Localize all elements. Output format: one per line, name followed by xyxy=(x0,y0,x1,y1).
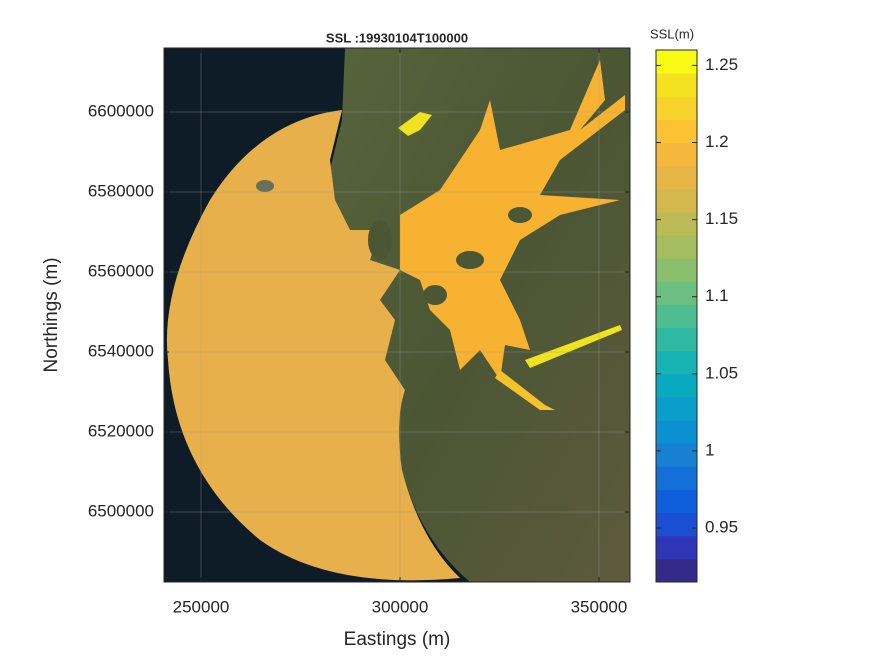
y-tick-label: 6600000 xyxy=(88,101,154,120)
map-image xyxy=(164,48,630,582)
colorbar-tick-label: 1.25 xyxy=(705,55,738,74)
colorbar-band xyxy=(656,396,697,421)
y-tick-label: 6580000 xyxy=(88,181,154,200)
colorbar-band xyxy=(656,304,697,329)
x-tick-label: 350000 xyxy=(571,597,628,616)
model-domain xyxy=(166,110,460,581)
colorbar-band xyxy=(656,119,697,144)
colorbar-band xyxy=(656,50,697,74)
colorbar-band xyxy=(656,373,697,398)
island xyxy=(508,207,532,223)
island xyxy=(368,220,392,260)
x-tick-label: 250000 xyxy=(173,597,230,616)
colorbar-tick-label: 1 xyxy=(705,440,714,459)
colorbar-band xyxy=(656,443,697,467)
fjord-arm xyxy=(525,325,622,368)
colorbar-band xyxy=(656,327,697,352)
colorbar-band xyxy=(656,258,697,282)
colorbar-band xyxy=(656,489,697,514)
colorbar-tick-label: 1.15 xyxy=(705,209,738,228)
y-tick-label: 6500000 xyxy=(88,501,154,520)
island xyxy=(456,251,484,269)
island xyxy=(256,180,274,192)
colorbar-band xyxy=(656,512,697,537)
colorbar-band xyxy=(656,420,697,444)
fjord-arm xyxy=(398,112,432,136)
colorbar-band xyxy=(656,165,697,190)
fjord-arm xyxy=(495,370,555,410)
colorbar-band xyxy=(656,350,697,375)
colorbar-band xyxy=(656,211,697,236)
axes-box xyxy=(163,47,631,583)
colorbar-tick-label: 1.2 xyxy=(705,132,729,151)
y-axis-label: Northings (m) xyxy=(41,257,62,372)
colorbar-box xyxy=(655,49,698,583)
colorbar-tick-label: 1.1 xyxy=(705,286,729,305)
y-tick-label: 6520000 xyxy=(88,421,154,440)
colorbar-band xyxy=(656,96,697,120)
colorbar-band xyxy=(656,535,697,560)
colorbar-tick-label: 1.05 xyxy=(705,363,738,382)
colorbar-band xyxy=(656,73,697,97)
chart-title: SSL :19930104T100000 xyxy=(326,30,468,45)
colorbar-band xyxy=(656,281,697,305)
x-axis-label: Eastings (m) xyxy=(344,629,451,650)
x-tick-label: 300000 xyxy=(372,597,429,616)
colorbar-band xyxy=(656,466,697,490)
colorbar-label: SSL(m) xyxy=(650,26,694,41)
colorbar-band xyxy=(656,558,697,583)
colorbar-tick-label: 0.95 xyxy=(705,518,738,537)
colorbar-band xyxy=(656,142,697,167)
island xyxy=(423,285,447,305)
colorbar-band xyxy=(656,188,697,213)
y-tick-label: 6540000 xyxy=(88,341,154,360)
y-tick-label: 6560000 xyxy=(88,261,154,280)
colorbar-band xyxy=(656,235,697,259)
